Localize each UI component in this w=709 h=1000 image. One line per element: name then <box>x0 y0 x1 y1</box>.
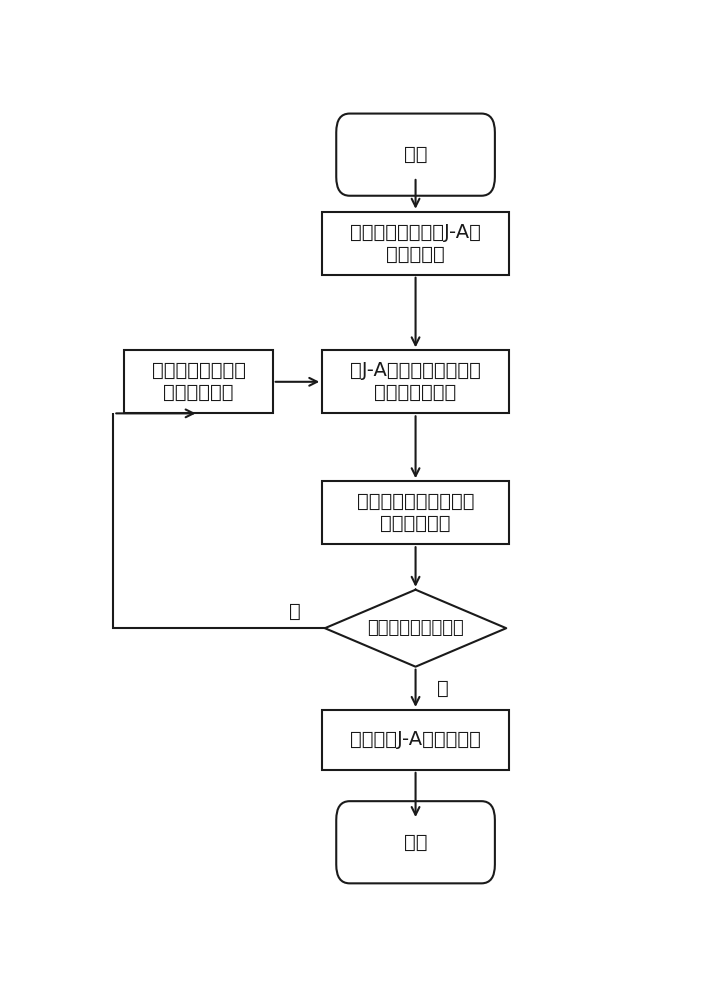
Text: 是: 是 <box>437 679 449 698</box>
Text: 否: 否 <box>289 602 301 621</box>
Text: 结束: 结束 <box>404 833 428 852</box>
Polygon shape <box>325 590 506 667</box>
FancyBboxPatch shape <box>336 114 495 196</box>
Bar <box>322 481 509 544</box>
Bar <box>322 710 509 770</box>
Text: 使J-A模型计算，计算得
到磁滞回线数据: 使J-A模型计算，计算得 到磁滞回线数据 <box>350 361 481 402</box>
Text: 开始: 开始 <box>404 145 428 164</box>
Text: 采用粒子群算法对
参数进行优化: 采用粒子群算法对 参数进行优化 <box>152 361 245 402</box>
Text: 均方误差小于设定值: 均方误差小于设定值 <box>367 619 464 637</box>
Text: 载入实验数据，和J-A模
型初始参数: 载入实验数据，和J-A模 型初始参数 <box>350 223 481 264</box>
Text: 输出此时J-A模型的参数: 输出此时J-A模型的参数 <box>350 730 481 749</box>
Bar <box>322 212 509 275</box>
FancyBboxPatch shape <box>336 801 495 883</box>
Text: 求取计算数据与实验数
据的均方误差: 求取计算数据与实验数 据的均方误差 <box>357 492 474 533</box>
Bar <box>322 350 509 413</box>
Bar <box>124 350 273 413</box>
